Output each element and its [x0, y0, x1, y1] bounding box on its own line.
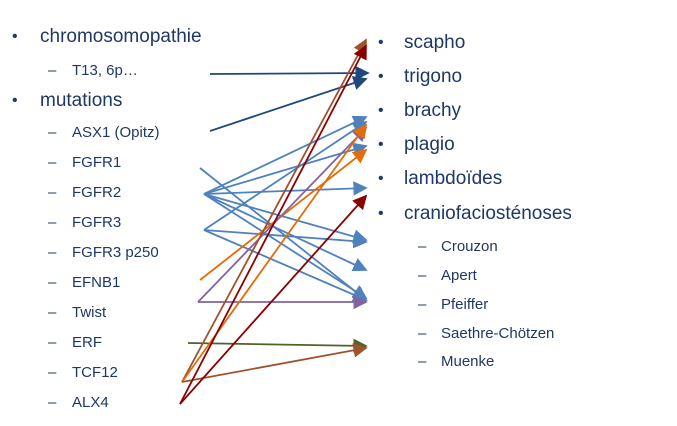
dash-mark: –: [48, 304, 57, 321]
dash-mark: –: [418, 238, 427, 255]
gene-fgfr2: FGFR2: [72, 184, 122, 201]
dash-mark: –: [48, 124, 57, 141]
dash-mark: –: [48, 334, 57, 351]
arrow-fgfr3-crouzon: [203, 229, 368, 249]
label-craniofaciostenoses: craniofaciosténoses: [404, 203, 572, 224]
label-t13: T13, 6p…: [72, 62, 138, 79]
syndrome-muenke: Muenke: [441, 353, 495, 370]
bullet-dot: •: [378, 170, 384, 187]
label-scapho: scapho: [404, 32, 466, 53]
arrow-fgfr3-brachy: [203, 121, 368, 231]
arrow-fgfr2-plagio: [203, 142, 368, 195]
gene-twist: Twist: [72, 304, 107, 321]
arrow-tcf12-scapho: [181, 38, 367, 383]
arrow-fgfr2-apert: [203, 193, 368, 272]
gene-erf: ERF: [72, 334, 102, 351]
dash-mark: –: [418, 267, 427, 284]
arrow-alx4-scapho: [179, 44, 367, 405]
dash-mark: –: [48, 274, 57, 291]
gene-asx1: ASX1 (Opitz): [72, 124, 160, 141]
bullet-dot: •: [12, 92, 18, 109]
arrow-t13-trigono: [209, 65, 370, 81]
arrow-tcf12-brachy: [181, 123, 368, 383]
dash-mark: –: [48, 214, 57, 231]
bullet-dot: •: [12, 28, 18, 45]
syndrome-saethre-chotzen: Saethre-Chötzen: [441, 325, 555, 342]
arrow-fgfr1-pfeiffer: [199, 167, 368, 302]
arrow-fgfr3-muenke: [203, 229, 368, 302]
gene-tcf12: TCF12: [72, 364, 118, 381]
dash-mark: –: [418, 296, 427, 313]
bullet-dot: •: [378, 68, 384, 85]
label-plagio: plagio: [404, 134, 455, 155]
dash-mark: –: [48, 364, 57, 381]
arrow-twist-brachy: [197, 126, 368, 303]
arrow-asx1-trigono: [209, 76, 368, 132]
label-chromosomopathie: chromosomopathie: [40, 26, 202, 47]
dash-mark: –: [48, 154, 57, 171]
bullet-dot: •: [378, 136, 384, 153]
gene-efnb1: EFNB1: [72, 274, 121, 291]
arrow-alx4-lambdoides: [179, 194, 368, 405]
label-brachy: brachy: [404, 100, 462, 121]
syndrome-pfeiffer: Pfeiffer: [441, 296, 489, 313]
dash-mark: –: [418, 353, 427, 370]
dash-mark: –: [48, 62, 57, 79]
label-trigono: trigono: [404, 66, 463, 87]
dash-mark: –: [48, 244, 57, 261]
bullet-dot: •: [378, 102, 384, 119]
label-lambdoides: lambdoïdes: [404, 168, 503, 189]
bullet-dot: •: [378, 205, 384, 222]
syndrome-crouzon: Crouzon: [441, 238, 498, 255]
gene-fgfr1: FGFR1: [72, 154, 122, 171]
arrow-tcf12-muenke: [181, 343, 368, 383]
arrow-fgfr2-crouzon: [203, 193, 368, 244]
arrow-fgfr2-brachy: [203, 115, 368, 195]
dash-mark: –: [48, 394, 57, 411]
syndrome-apert: Apert: [441, 267, 477, 284]
label-mutations: mutations: [40, 90, 123, 111]
arrow-fgfr2-pfeiffer: [203, 193, 368, 299]
gene-fgfr3-p250: FGFR3 p250: [72, 244, 159, 261]
arrow-erf-muenke: [187, 338, 368, 353]
gene-fgfr3: FGFR3: [72, 214, 122, 231]
bullet-dot: •: [378, 34, 384, 51]
gene-alx4: ALX4: [72, 394, 109, 411]
dash-mark: –: [48, 184, 57, 201]
dash-mark: –: [418, 325, 427, 342]
